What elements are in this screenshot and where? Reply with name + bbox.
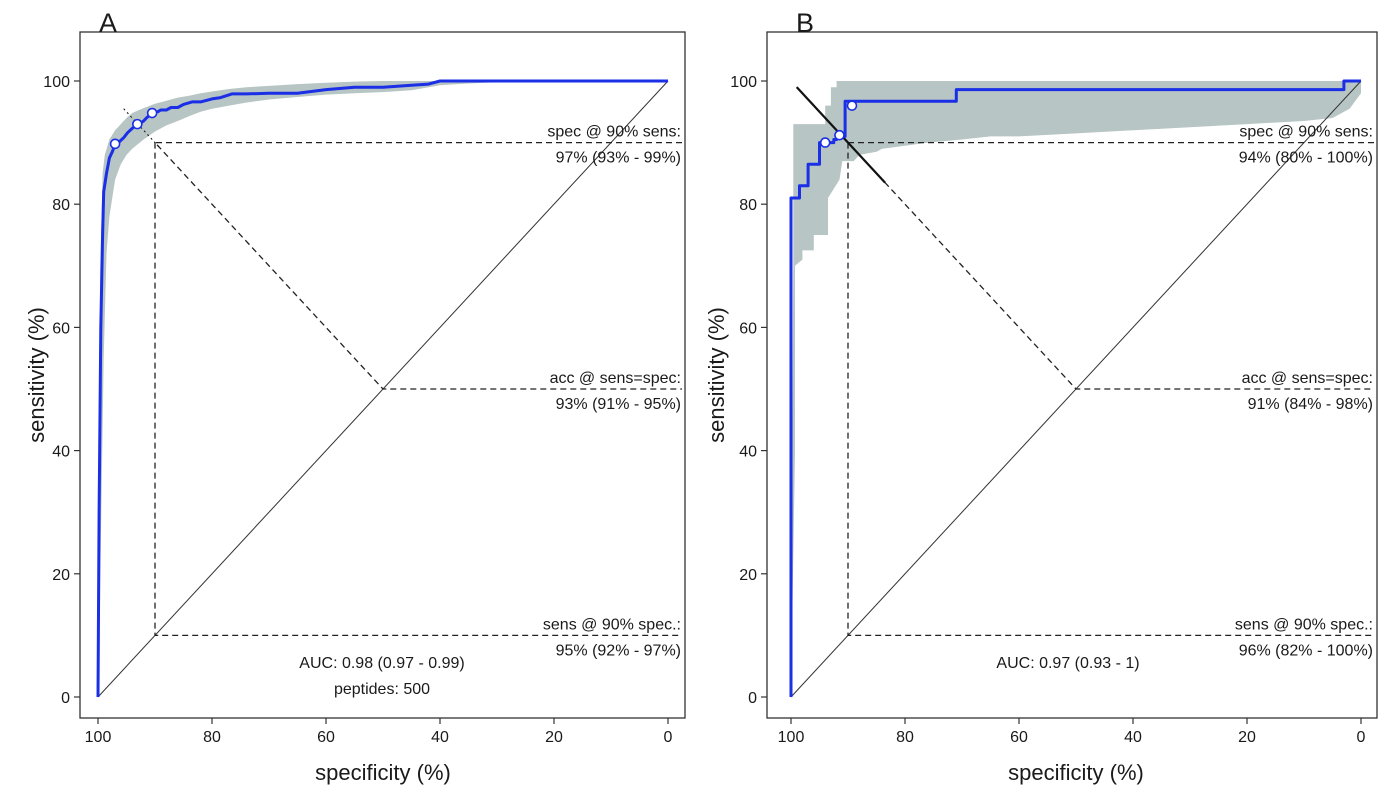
plot-frame-a	[79, 31, 686, 719]
panel-a: 100 80 60 40 20 0 0 20 40 60 80 100 specificity (%) s…	[24, 8, 686, 785]
spec-at-sens-label-a: spec @ 90% sens:	[547, 124, 681, 141]
spec-at-sens-value-a: 97% (93% - 99%)	[556, 150, 681, 167]
peptides-label-a: peptides: 500	[334, 681, 430, 698]
x-tick-label-a-40: 40	[431, 729, 449, 746]
threshold-marker-a-2	[132, 118, 143, 130]
threshold-line-a	[123, 108, 162, 150]
sens-at-spec-value-b: 96% (82% - 100%)	[1239, 642, 1373, 659]
spec-at-sens-label-b: spec @ 90% sens:	[1239, 124, 1373, 141]
y-tick-label-b-20: 20	[739, 567, 757, 584]
x-tick-label-b-100: 100	[778, 729, 805, 746]
spec-acc-guide-a	[153, 141, 682, 390]
threshold-marker-b-3	[846, 100, 858, 111]
threshold-marker-b-1	[819, 137, 831, 148]
sens-guide-a	[154, 142, 682, 637]
y-tick-label-a-0: 0	[61, 690, 70, 707]
x-tick-label-a-80: 80	[203, 729, 221, 746]
sens-guide-b	[847, 142, 1374, 637]
panel-b: 100 80 60 40 20 0 0 20 40 60 80 100 specificity (%) s…	[704, 8, 1378, 785]
roc-curve-b	[789, 79, 1361, 697]
y-tick-label-b-100: 100	[730, 74, 757, 91]
spec-at-sens-value-b: 94% (80% - 100%)	[1239, 150, 1373, 167]
x-tick-label-b-20: 20	[1238, 729, 1256, 746]
auc-label-b: AUC: 0.97 (0.93 - 1)	[996, 655, 1139, 672]
x-axis-title-a: specificity (%)	[315, 760, 451, 785]
acc-at-equal-label-b: acc @ sens=spec:	[1242, 370, 1373, 387]
y-axis-title-b: sensitivity (%)	[704, 307, 729, 443]
x-tick-label-a-60: 60	[317, 729, 335, 746]
acc-at-equal-value-b: 91% (84% - 98%)	[1248, 396, 1373, 413]
threshold-marker-b-2	[834, 129, 845, 141]
y-tick-label-a-20: 20	[52, 567, 70, 584]
x-tick-label-b-0: 0	[1357, 729, 1366, 746]
y-axis-title-a: sensitivity (%)	[24, 307, 49, 443]
threshold-marker-a-3	[146, 107, 158, 119]
spec-acc-guide-b	[846, 141, 1374, 390]
threshold-marker-a-1	[109, 138, 121, 150]
panel-letter-b: B	[796, 8, 814, 38]
acc-at-equal-label-a: acc @ sens=spec:	[550, 370, 681, 387]
x-tick-label-a-20: 20	[545, 729, 563, 746]
y-tick-label-b-40: 40	[739, 444, 757, 461]
y-tick-label-b-80: 80	[739, 197, 757, 214]
x-tick-label-b-80: 80	[896, 729, 914, 746]
x-tick-label-b-60: 60	[1010, 729, 1028, 746]
x-tick-label-b-40: 40	[1124, 729, 1142, 746]
plot-frame-b	[766, 31, 1378, 719]
x-tick-label-a-0: 0	[664, 729, 673, 746]
y-tick-label-a-40: 40	[52, 444, 70, 461]
acc-at-equal-value-a: 93% (91% - 95%)	[556, 396, 681, 413]
sens-at-spec-label-a: sens @ 90% spec.:	[543, 616, 681, 633]
y-tick-label-a-80: 80	[52, 197, 70, 214]
sens-at-spec-label-b: sens @ 90% spec.:	[1235, 616, 1373, 633]
x-tick-label-a-100: 100	[85, 729, 112, 746]
y-tick-label-a-60: 60	[52, 320, 70, 337]
auc-label-a: AUC: 0.98 (0.97 - 0.99)	[299, 655, 464, 672]
x-axis-title-b: specificity (%)	[1008, 760, 1144, 785]
y-tick-label-b-0: 0	[748, 690, 757, 707]
roc-curve-a	[96, 79, 668, 698]
y-tick-label-a-100: 100	[43, 74, 70, 91]
y-tick-label-b-60: 60	[739, 320, 757, 337]
panel-letter-a: A	[99, 8, 117, 38]
sens-at-spec-value-a: 95% (92% - 97%)	[556, 642, 681, 659]
